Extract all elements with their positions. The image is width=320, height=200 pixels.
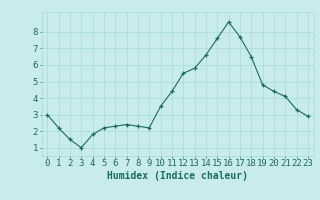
X-axis label: Humidex (Indice chaleur): Humidex (Indice chaleur): [107, 171, 248, 181]
